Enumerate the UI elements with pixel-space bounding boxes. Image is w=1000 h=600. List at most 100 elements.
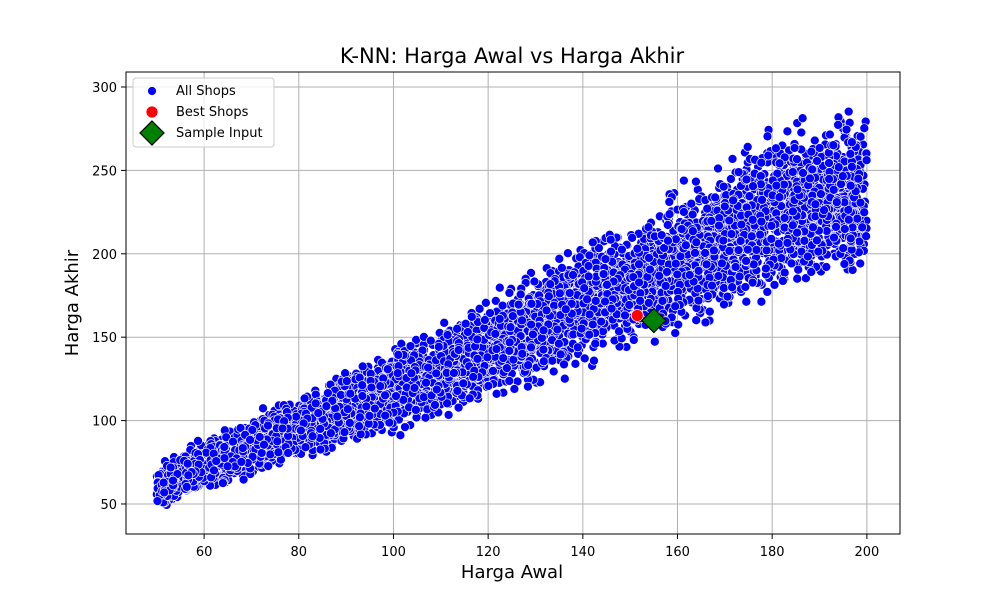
all-shops-point (769, 280, 780, 290)
all-shops-point (792, 154, 802, 165)
all-shops-point (679, 175, 689, 186)
all-shops-point (258, 403, 268, 414)
all-shops-point (453, 402, 464, 413)
all-shops-point (649, 336, 660, 347)
all-shops-point (717, 258, 727, 269)
all-shops-point (809, 135, 820, 146)
all-shops-point (460, 318, 471, 329)
all-shops-point (605, 234, 616, 245)
all-shops-point (855, 258, 866, 269)
all-shops-point (812, 156, 822, 166)
all-shops-point (710, 192, 721, 203)
all-shops-point (702, 203, 713, 214)
all-shops-point (670, 328, 681, 338)
all-shops-point (756, 179, 766, 190)
all-shops-point (504, 376, 515, 386)
all-shops-point (594, 243, 604, 253)
all-shops-point (831, 222, 841, 232)
all-shops-point (559, 373, 570, 384)
all-shops-point (789, 143, 800, 153)
all-shops-point (494, 282, 505, 293)
all-shops-point (554, 288, 565, 299)
all-shops-point (673, 319, 684, 330)
all-shops-point (756, 296, 767, 307)
all-shops-point (584, 309, 595, 320)
all-shops-point (704, 306, 715, 317)
all-shops-point (742, 142, 753, 152)
all-shops-point (228, 436, 238, 447)
all-shops-point (719, 201, 730, 212)
all-shops-point (771, 143, 781, 154)
all-shops-point (691, 315, 702, 326)
all-shops-point (563, 248, 573, 259)
all-shops-point (762, 287, 773, 297)
all-shops-point (726, 174, 736, 184)
all-shops-point (845, 233, 856, 244)
all-shops-point (405, 341, 416, 351)
all-shops-point (340, 368, 350, 379)
all-shops-point (193, 436, 203, 446)
all-shops-point (660, 281, 671, 291)
all-shops-point (724, 215, 735, 226)
all-shops-point (796, 127, 807, 138)
all-shops-point (812, 235, 822, 246)
all-shops-point (756, 157, 767, 168)
all-shops-point (855, 131, 866, 142)
all-shops-point (584, 250, 595, 261)
all-shops-point (782, 126, 793, 137)
all-shops-point (555, 349, 566, 360)
all-shops-point (797, 113, 808, 124)
all-shops-point (762, 131, 773, 142)
all-shops-point (792, 273, 803, 284)
all-shops-point (839, 224, 850, 234)
all-shops-point (741, 296, 752, 307)
all-shops-point (761, 245, 772, 256)
all-shops-point (523, 381, 533, 392)
all-shops-point (700, 317, 711, 328)
all-shops-point (481, 297, 491, 308)
all-shops-point (557, 263, 567, 273)
all-shops-point (589, 355, 599, 366)
all-shops-point (671, 234, 681, 245)
all-shops-point (776, 253, 787, 263)
all-shops-point (614, 326, 624, 337)
all-shops-point (779, 267, 790, 278)
all-shops-point (509, 384, 520, 394)
all-shops-point (497, 300, 508, 311)
all-shops-point (829, 232, 839, 243)
all-shops-point (825, 129, 835, 140)
all-shops-point (713, 163, 723, 174)
all-shops-point (382, 364, 393, 375)
all-shops-point (606, 246, 616, 257)
all-shops-point (421, 377, 431, 388)
all-shops-point (627, 232, 637, 243)
all-shops-point (491, 388, 502, 399)
all-shops-point (490, 296, 501, 306)
all-shops-point (420, 412, 431, 423)
all-shops-point (755, 171, 766, 181)
all-shops-point (570, 358, 581, 369)
all-shops-point (741, 256, 751, 266)
all-shops-point (529, 276, 540, 287)
all-shops-point (778, 276, 788, 286)
all-shops-point (763, 150, 774, 161)
all-shops-point (504, 288, 515, 298)
all-shops-point (821, 262, 832, 272)
all-shops-point (559, 359, 569, 370)
all-shops-point (686, 198, 697, 209)
all-shops-point (238, 474, 249, 485)
all-shops-point (843, 106, 854, 117)
all-shops-point (643, 222, 654, 233)
all-shops-point (744, 191, 755, 202)
all-shops-point (719, 283, 729, 293)
all-shops-point (810, 199, 821, 210)
all-shops-point (793, 264, 804, 275)
all-shops-point (662, 220, 673, 230)
all-shops-point (583, 261, 594, 271)
all-shops-point (859, 123, 870, 134)
all-shops-point (645, 264, 655, 275)
all-shops-point (263, 461, 274, 471)
all-shops-point (443, 410, 454, 420)
all-shops-point (474, 303, 485, 314)
